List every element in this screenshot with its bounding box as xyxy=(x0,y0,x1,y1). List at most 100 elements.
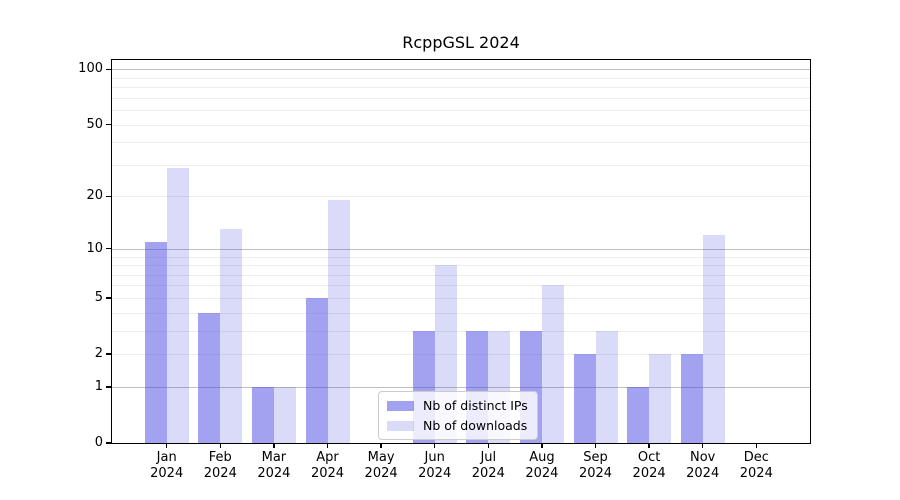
x-tick-label: Mar 2024 xyxy=(242,450,306,481)
gridline-minor xyxy=(112,330,810,332)
x-tick-label: Oct 2024 xyxy=(617,450,681,481)
y-tick-mark xyxy=(106,353,112,355)
x-tick-label: Dec 2024 xyxy=(724,450,788,481)
y-tick-label: 2 xyxy=(94,346,103,361)
gridline-major xyxy=(112,386,810,388)
x-tick-month: Apr xyxy=(316,450,339,465)
x-tick-year: 2024 xyxy=(471,465,505,481)
gridline-minor xyxy=(112,196,810,198)
gridline-minor xyxy=(112,87,810,88)
y-tick-label: 1 xyxy=(94,378,103,394)
x-tick-month: Jul xyxy=(480,450,497,465)
y-tick-mark xyxy=(106,68,112,70)
legend-item-downloads: Nb of downloads xyxy=(387,418,528,433)
x-tick-mark xyxy=(326,443,329,448)
x-tick-label: Jul 2024 xyxy=(456,450,520,481)
x-tick-mark xyxy=(166,443,168,448)
x-tick-mark xyxy=(487,443,489,448)
x-tick-year: 2024 xyxy=(578,465,613,481)
y-tick-mark xyxy=(106,386,112,388)
y-tick-label: 0 xyxy=(94,435,103,450)
bar-distinct-ips xyxy=(627,386,650,443)
x-tick-mark xyxy=(380,443,382,448)
x-tick-label: Aug 2024 xyxy=(510,450,574,481)
gridline-minor xyxy=(112,354,810,355)
x-tick-label: Nov 2024 xyxy=(671,450,735,481)
x-tick-year: 2024 xyxy=(686,465,720,481)
x-tick-month: Nov xyxy=(690,450,716,465)
x-tick-year: 2024 xyxy=(525,465,559,481)
gridline-minor xyxy=(112,285,810,287)
bar-distinct-ips xyxy=(251,386,274,443)
chart-title: RcppGSL 2024 xyxy=(402,33,520,52)
gridline-minor xyxy=(112,142,810,144)
gridline-minor xyxy=(112,297,810,299)
x-tick-year: 2024 xyxy=(310,465,345,481)
x-tick-month: Mar xyxy=(261,450,287,465)
gridline-minor xyxy=(112,256,810,258)
x-tick-mark xyxy=(648,443,650,448)
legend-item-distinct-ips: Nb of distinct IPs xyxy=(387,398,528,413)
legend-label-distinct-ips: Nb of distinct IPs xyxy=(423,398,528,413)
gridline-minor xyxy=(112,164,810,166)
x-tick-mark xyxy=(219,443,221,448)
x-tick-mark xyxy=(594,443,597,448)
gridline-minor xyxy=(112,265,810,266)
gridline-major xyxy=(112,69,810,71)
gridline-minor xyxy=(112,110,810,111)
x-tick-year: 2024 xyxy=(418,465,452,481)
x-tick-month: May xyxy=(367,450,395,465)
bar-downloads xyxy=(649,354,672,443)
x-tick-month: Jun xyxy=(424,450,445,465)
x-tick-label: Jun 2024 xyxy=(403,450,467,481)
bar-downloads xyxy=(220,229,243,443)
legend-swatch-distinct-ips xyxy=(387,400,414,411)
gridline-minor xyxy=(112,312,810,314)
x-tick-year: 2024 xyxy=(257,465,291,481)
x-tick-label: Jan 2024 xyxy=(135,450,199,481)
x-tick-mark xyxy=(273,443,275,448)
bar-distinct-ips xyxy=(573,354,596,443)
bar-downloads xyxy=(541,285,564,443)
y-tick-mark xyxy=(106,297,112,299)
y-tick-mark xyxy=(106,248,112,250)
y-tick-label: 100 xyxy=(78,61,103,77)
x-tick-year: 2024 xyxy=(203,465,237,481)
x-tick-mark xyxy=(434,443,436,448)
x-tick-mark xyxy=(541,443,543,448)
x-tick-year: 2024 xyxy=(150,465,184,481)
x-tick-year: 2024 xyxy=(739,465,773,481)
x-tick-label: May 2024 xyxy=(349,450,413,481)
gridline-minor xyxy=(112,124,810,126)
x-tick-month: Dec xyxy=(743,450,769,465)
x-tick-month: Feb xyxy=(208,450,232,465)
y-tick-label: 10 xyxy=(86,240,103,256)
x-tick-label: Feb 2024 xyxy=(188,450,252,481)
legend-label-downloads: Nb of downloads xyxy=(423,418,528,433)
bar-distinct-ips xyxy=(305,297,328,443)
x-tick-mark xyxy=(702,443,704,448)
y-tick-label: 5 xyxy=(94,289,103,305)
y-tick-label: 20 xyxy=(86,188,103,204)
bar-distinct-ips xyxy=(680,354,703,443)
gridline-minor xyxy=(112,274,810,276)
x-tick-month: Aug xyxy=(529,450,555,465)
x-tick-mark xyxy=(755,443,757,448)
legend: Nb of distinct IPs Nb of downloads xyxy=(378,391,538,440)
gridline-minor xyxy=(112,97,810,99)
y-tick-mark xyxy=(106,123,112,126)
x-tick-month: Oct xyxy=(637,450,661,465)
y-tick-label: 50 xyxy=(86,116,103,132)
bar-downloads xyxy=(327,200,350,443)
bar-downloads xyxy=(702,235,725,443)
legend-swatch-downloads xyxy=(387,420,414,431)
x-tick-year: 2024 xyxy=(364,465,398,481)
plot-area: Nb of distinct IPs Nb of downloads xyxy=(111,59,811,444)
bar-distinct-ips xyxy=(198,312,221,443)
y-tick-mark xyxy=(106,442,112,444)
bar-downloads xyxy=(595,330,618,443)
x-tick-month: Sep xyxy=(583,450,608,465)
x-tick-month: Jan xyxy=(156,450,177,465)
bar-downloads xyxy=(166,167,189,443)
